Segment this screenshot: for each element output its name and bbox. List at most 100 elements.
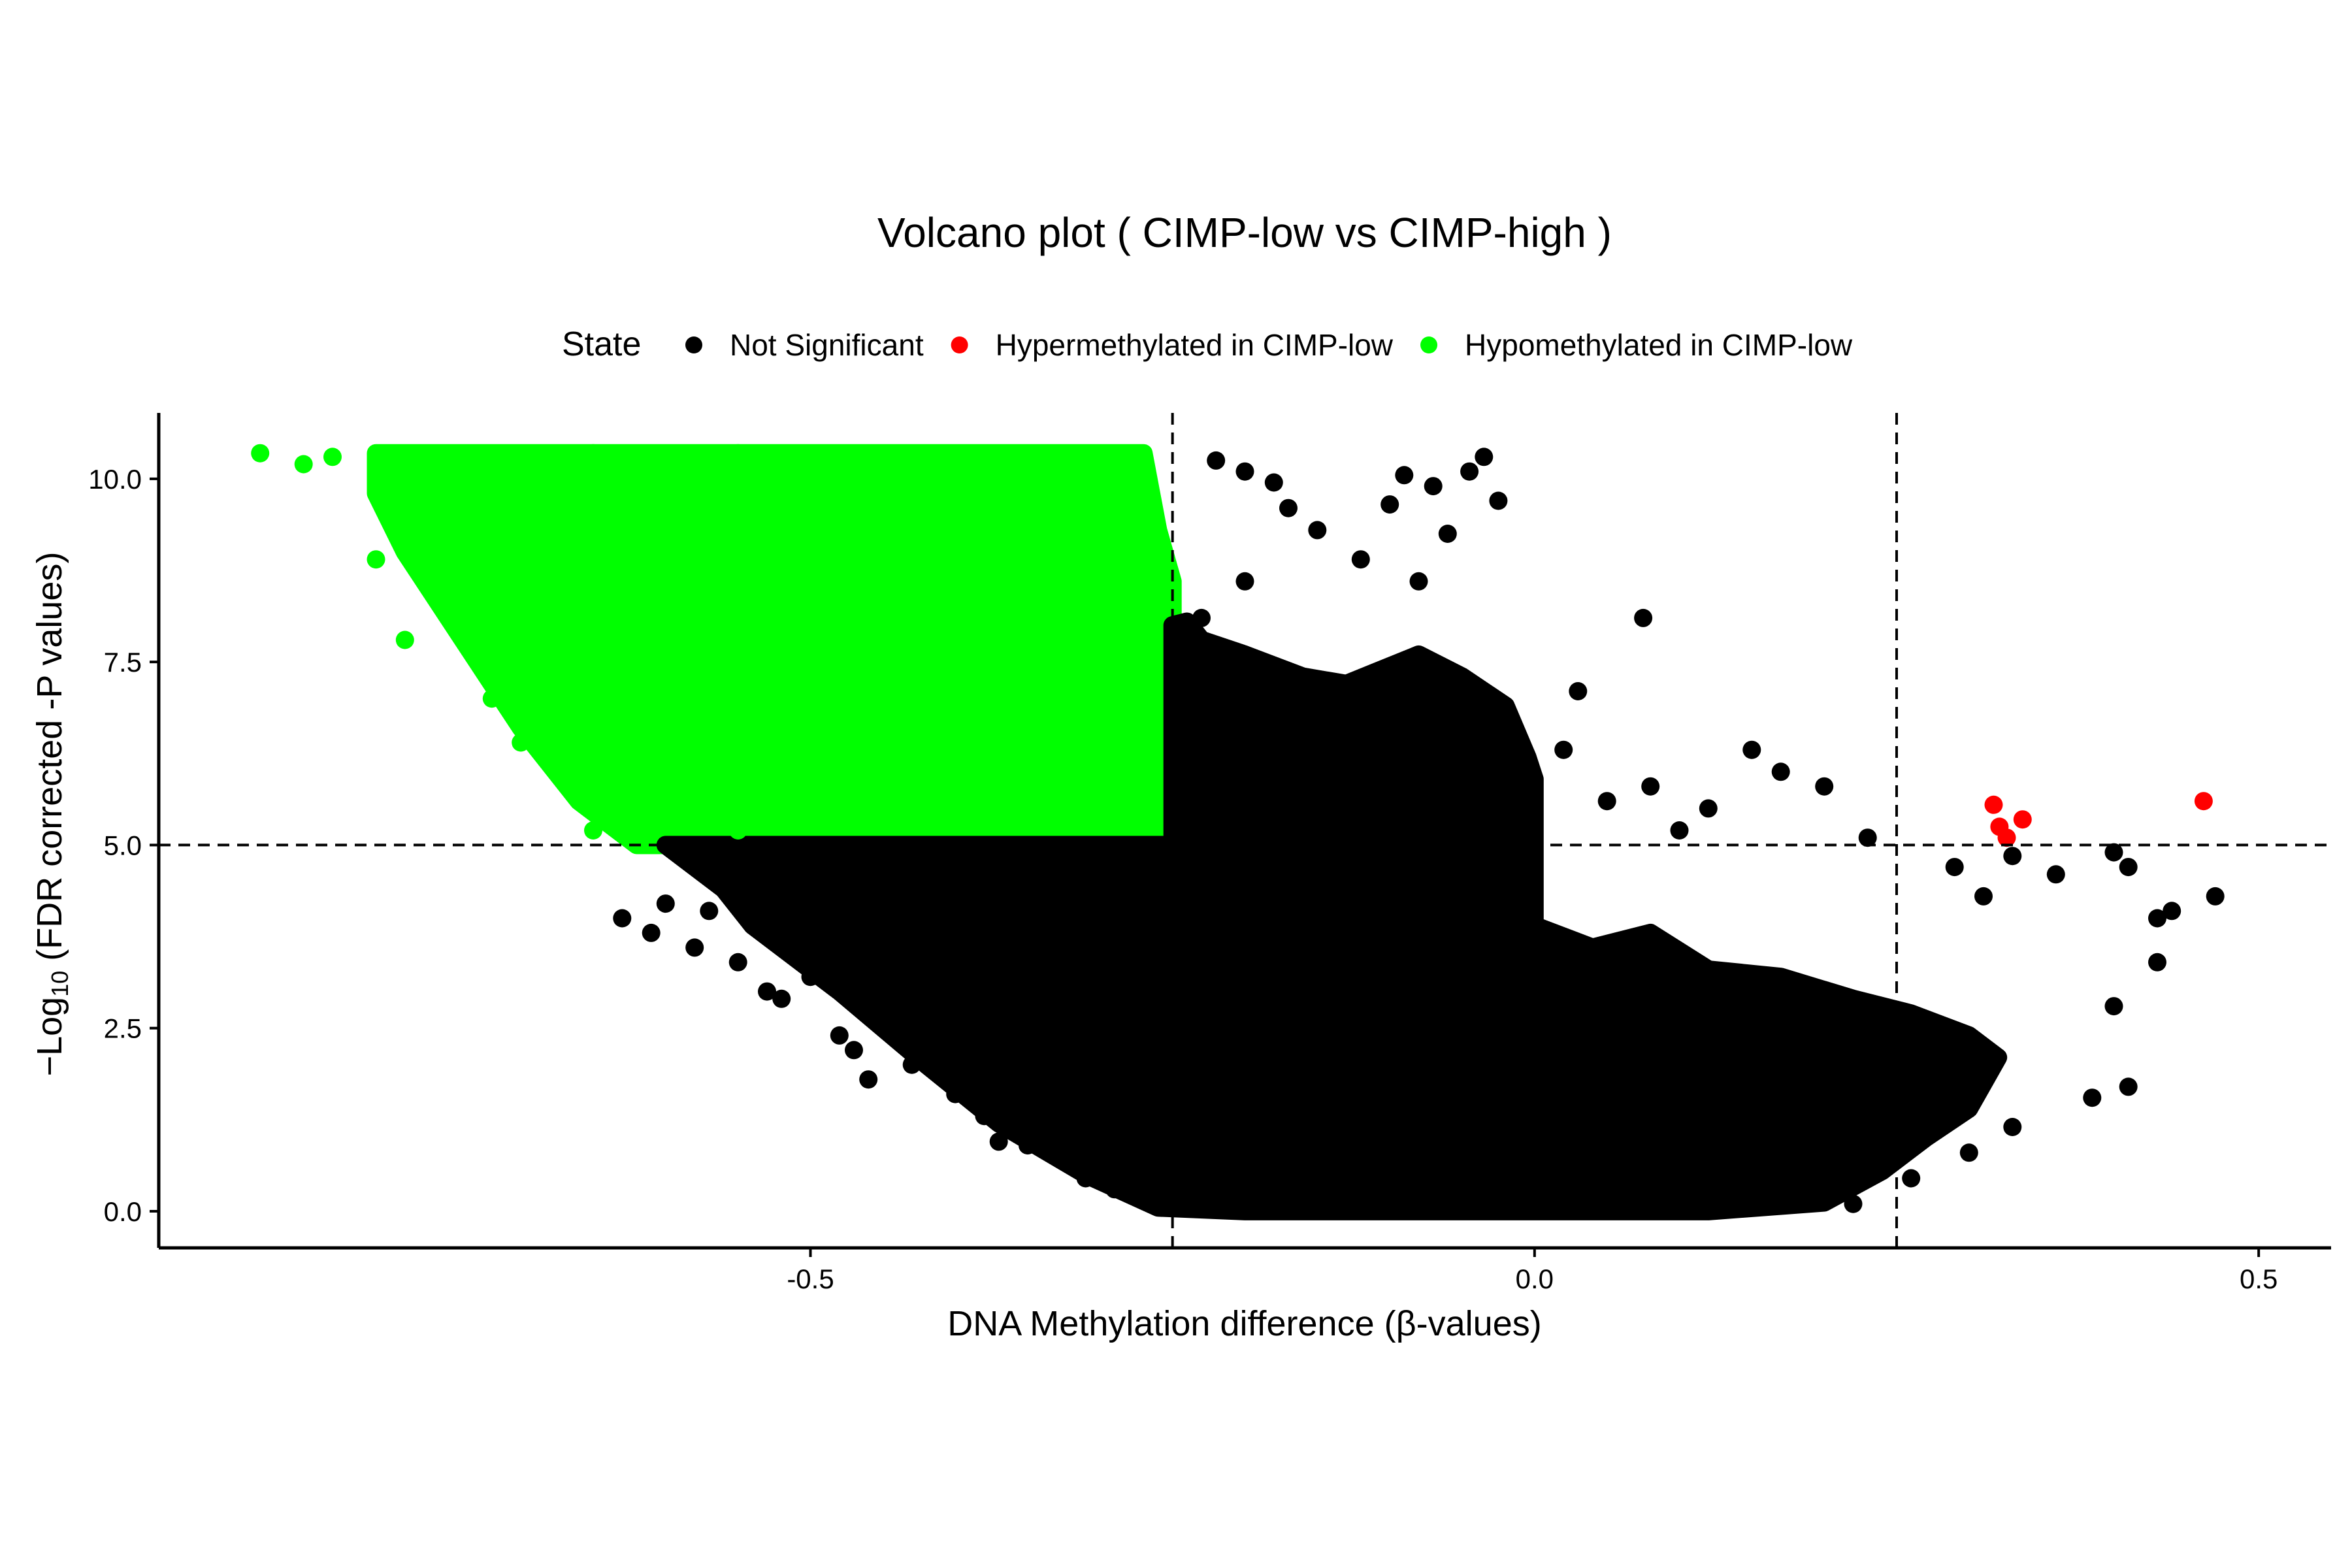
data-point bbox=[367, 455, 385, 474]
data-point bbox=[1019, 704, 1037, 723]
data-point bbox=[367, 550, 385, 569]
data-point bbox=[584, 444, 602, 463]
y-axis-title-suffix: (FDR corrected -P values) bbox=[30, 552, 69, 971]
data-point bbox=[830, 1026, 849, 1045]
data-point bbox=[1380, 495, 1399, 514]
data-point bbox=[1597, 792, 1616, 811]
legend-label: Hypermethylated in CIMP-low bbox=[996, 328, 1394, 362]
data-point bbox=[772, 989, 791, 1008]
data-point bbox=[656, 813, 675, 832]
data-point bbox=[874, 1011, 892, 1030]
data-point bbox=[1902, 1169, 1921, 1188]
data-point bbox=[395, 630, 414, 649]
data-point bbox=[1090, 645, 1109, 664]
data-point bbox=[845, 1041, 863, 1060]
dense-region-not-significant bbox=[656, 612, 2008, 1220]
data-point bbox=[1997, 828, 2016, 847]
threshold-lines bbox=[159, 413, 2331, 1248]
data-point bbox=[627, 828, 646, 847]
data-point bbox=[656, 894, 675, 913]
data-point bbox=[946, 1085, 965, 1103]
data-point bbox=[1742, 740, 1761, 759]
dense-point-regions bbox=[367, 444, 2008, 1220]
data-point bbox=[2104, 843, 2123, 862]
data-point bbox=[512, 506, 531, 525]
data-point bbox=[425, 514, 444, 532]
data-point bbox=[1090, 448, 1109, 466]
data-point bbox=[1149, 572, 1168, 591]
y-tick-label: 0.0 bbox=[104, 1196, 142, 1227]
data-point bbox=[1235, 462, 1254, 481]
legend-item-hypermethylated-in-cimp-low: Hypermethylated in CIMP-low bbox=[951, 328, 1394, 362]
data-point bbox=[613, 909, 632, 928]
x-axis-title: DNA Methylation difference (β-values) bbox=[947, 1304, 1541, 1343]
data-point bbox=[555, 770, 574, 789]
data-point bbox=[1192, 608, 1211, 627]
data-point bbox=[2119, 1077, 2138, 1096]
data-point bbox=[1460, 462, 1479, 481]
data-point bbox=[1959, 1143, 1978, 1162]
data-point bbox=[2046, 865, 2065, 884]
data-point bbox=[1858, 828, 1877, 847]
data-point bbox=[1019, 1136, 1037, 1155]
data-point bbox=[1076, 1169, 1095, 1188]
data-point bbox=[1974, 887, 1993, 906]
data-point bbox=[2148, 909, 2166, 928]
data-point bbox=[1771, 762, 1790, 781]
data-point bbox=[468, 469, 487, 488]
data-point bbox=[1409, 572, 1428, 591]
data-point bbox=[859, 1070, 878, 1089]
data-point bbox=[1308, 521, 1327, 540]
data-point bbox=[2003, 1118, 2022, 1136]
x-tick-label: 0.5 bbox=[2240, 1264, 2278, 1294]
legend: State Not Significant Hypermethylated in … bbox=[562, 325, 1853, 363]
data-point bbox=[1844, 1194, 1863, 1213]
x-tick-label: 0.0 bbox=[1516, 1264, 1554, 1294]
series-hypermethylated-in-cimp-low bbox=[1984, 792, 2213, 847]
data-point bbox=[728, 953, 747, 972]
y-tick-label: 5.0 bbox=[104, 830, 142, 860]
data-point bbox=[728, 821, 747, 840]
data-point bbox=[1395, 466, 1414, 485]
legend-key bbox=[951, 336, 968, 353]
x-tick-label: -0.5 bbox=[787, 1264, 834, 1294]
legend-item-not-significant: Not Significant bbox=[685, 328, 924, 362]
data-point bbox=[1105, 1180, 1124, 1199]
axes: -0.5 0.0 0.5 0.0 2.5 5.0 7.5 10.0 bbox=[88, 413, 2331, 1294]
data-point bbox=[975, 1107, 994, 1126]
data-point bbox=[323, 448, 342, 466]
data-point bbox=[1984, 795, 2003, 814]
data-point bbox=[584, 821, 602, 840]
data-point bbox=[1699, 799, 1718, 818]
y-tick-label: 7.5 bbox=[104, 647, 142, 678]
data-point bbox=[2104, 997, 2123, 1016]
data-point bbox=[2013, 810, 2032, 829]
y-axis-title-prefix: −Log bbox=[30, 997, 69, 1077]
data-point bbox=[801, 806, 820, 825]
data-point bbox=[2003, 847, 2022, 866]
legend-key bbox=[685, 336, 702, 353]
data-point bbox=[1207, 451, 1226, 470]
data-point bbox=[685, 938, 704, 957]
data-point bbox=[627, 580, 646, 598]
data-point bbox=[425, 572, 444, 591]
data-point bbox=[2148, 953, 2166, 972]
data-point bbox=[1351, 550, 1370, 569]
y-axis-title: −Log10 (FDR corrected -P values) bbox=[30, 552, 73, 1077]
y-tick-label: 10.0 bbox=[88, 464, 142, 495]
data-point bbox=[294, 455, 313, 474]
data-point bbox=[728, 444, 747, 463]
data-point bbox=[1279, 498, 1298, 517]
data-point bbox=[395, 477, 414, 496]
data-point bbox=[1945, 858, 1964, 877]
y-tick-label: 2.5 bbox=[104, 1013, 142, 1044]
dense-region-hypomethylated-in-cimp-low bbox=[367, 444, 1182, 855]
data-point bbox=[758, 982, 776, 1001]
data-point bbox=[1424, 477, 1443, 496]
data-point bbox=[1004, 455, 1022, 474]
series-not-significant bbox=[613, 448, 2225, 1213]
data-point bbox=[1569, 682, 1588, 700]
data-points bbox=[251, 444, 2225, 1213]
data-point bbox=[700, 902, 719, 921]
